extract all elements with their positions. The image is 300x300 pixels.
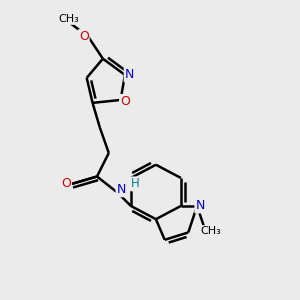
- Text: O: O: [120, 95, 130, 108]
- Text: N: N: [125, 68, 134, 81]
- Text: CH₃: CH₃: [200, 226, 221, 236]
- Text: O: O: [79, 30, 89, 43]
- Text: H: H: [131, 177, 140, 190]
- Text: CH₃: CH₃: [59, 14, 80, 24]
- Text: O: O: [61, 177, 71, 190]
- Text: N: N: [116, 183, 126, 196]
- Text: N: N: [195, 200, 205, 212]
